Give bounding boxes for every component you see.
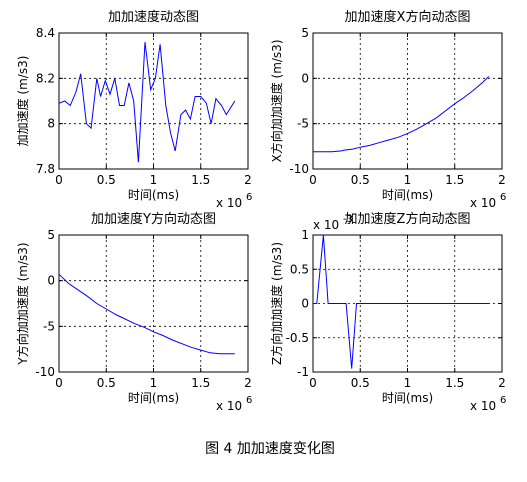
x-tick-label: 0 [309, 376, 317, 390]
y-tick-label: 1 [301, 228, 309, 242]
chart-title: 加加速度Z方向动态图 [345, 211, 471, 227]
y-tick-label: 0 [301, 71, 309, 85]
x-axis-label: 时间(ms) [382, 188, 433, 202]
x-tick-label: 2 [244, 376, 252, 390]
x-tick-label: 1.5 [191, 173, 210, 187]
series-line [58, 42, 236, 163]
x-tick-label: 1.5 [191, 376, 210, 390]
x-tick-label: 1.5 [445, 173, 464, 187]
y-axis-label: 加加速度 (m/s3) [15, 56, 30, 147]
chart-title: 加加速度X方向动态图 [345, 9, 471, 25]
plot-area [312, 32, 503, 170]
x-axis-label: 时间(ms) [382, 391, 433, 405]
y-axis-multiplier: x 10 [313, 218, 339, 232]
y-tick-label: 8.2 [36, 71, 55, 85]
x-axis-exponent: 6 [500, 395, 506, 406]
x-tick-label: 2 [498, 173, 506, 187]
x-axis-label: 时间(ms) [128, 188, 179, 202]
y-tick-label: -1 [297, 365, 309, 379]
x-axis-multiplier: x 10 [470, 196, 496, 210]
x-tick-label: 1 [150, 173, 158, 187]
x-tick-label: 0.5 [351, 376, 370, 390]
y-tick-label: 7.8 [36, 162, 55, 176]
y-tick-label: -0.5 [286, 331, 309, 345]
figure-caption: 图 4 加加速度变化图 [205, 441, 335, 457]
x-tick-label: 0.5 [351, 173, 370, 187]
x-tick-label: 2 [498, 376, 506, 390]
y-axis-exponent: -3 [343, 214, 353, 225]
series-line [313, 76, 490, 153]
x-axis-label: 时间(ms) [128, 391, 179, 405]
x-tick-label: 0 [309, 173, 317, 187]
chart-title: 加加速度Y方向动态图 [91, 211, 216, 227]
series-line [58, 273, 235, 355]
x-tick-label: 1 [150, 376, 158, 390]
y-axis-label: Z方向加加速度 (m/s3) [269, 242, 284, 365]
y-tick-label: 8.4 [36, 26, 55, 40]
plot-area [58, 234, 249, 373]
series-line [313, 234, 489, 369]
x-axis-exponent: 6 [246, 192, 252, 203]
y-axis-label: X方向加加速度 (m/s3) [269, 39, 284, 162]
y-tick-label: -5 [297, 117, 309, 131]
y-tick-label: -10 [289, 162, 309, 176]
y-tick-label: 5 [47, 228, 55, 242]
x-axis-exponent: 6 [246, 395, 252, 406]
y-tick-label: -5 [43, 319, 55, 333]
y-axis-label: Y方向加加速度 (m/s3) [15, 242, 30, 365]
x-tick-label: 1 [404, 376, 412, 390]
y-tick-label: 0 [47, 274, 55, 288]
plot-area [58, 32, 249, 170]
x-tick-label: 1.5 [445, 376, 464, 390]
y-tick-label: -10 [35, 365, 55, 379]
x-tick-label: 1 [404, 173, 412, 187]
x-axis-multiplier: x 10 [216, 196, 242, 210]
y-tick-label: 0.5 [290, 262, 309, 276]
x-tick-label: 0.5 [97, 376, 116, 390]
x-axis-multiplier: x 10 [216, 399, 242, 413]
x-axis-multiplier: x 10 [470, 399, 496, 413]
y-tick-label: 8 [47, 117, 55, 131]
x-axis-exponent: 6 [500, 192, 506, 203]
y-tick-label: 0 [301, 297, 309, 311]
x-tick-label: 2 [244, 173, 252, 187]
x-tick-label: 0.5 [97, 173, 116, 187]
y-tick-label: 5 [301, 26, 309, 40]
x-tick-label: 0 [55, 376, 63, 390]
chart-title: 加加速度动态图 [108, 9, 199, 25]
x-tick-label: 0 [55, 173, 63, 187]
